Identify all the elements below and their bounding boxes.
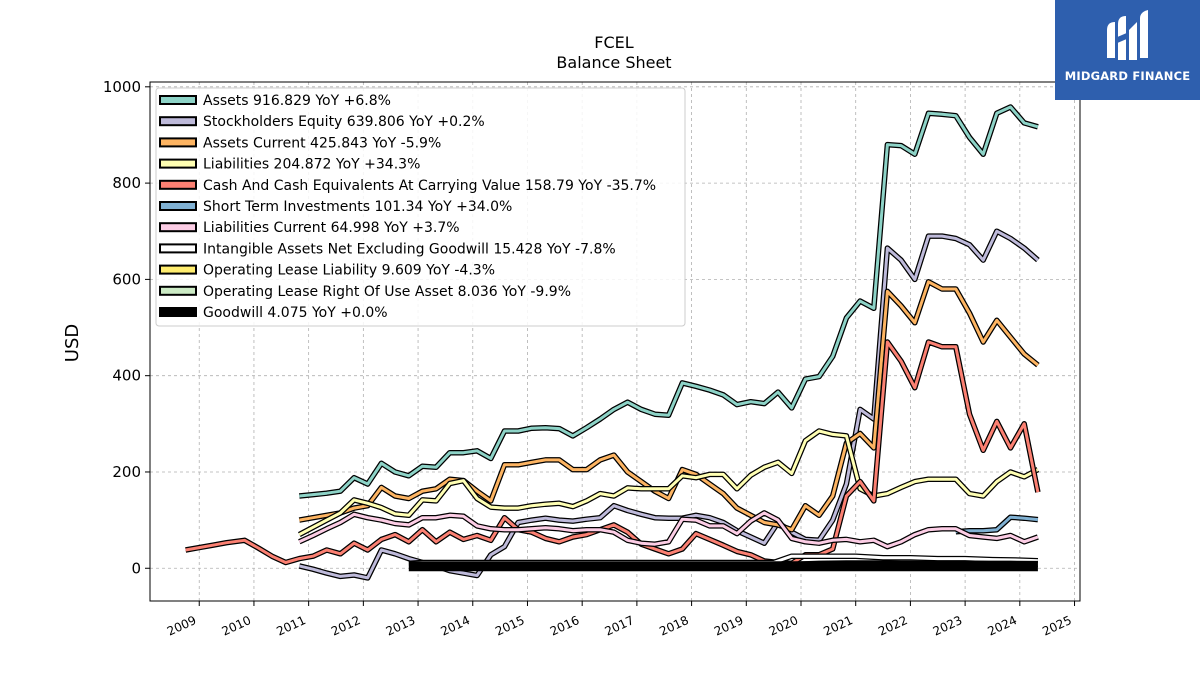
legend-item: Liabilities Current 64.998 YoY +3.7% bbox=[159, 220, 460, 236]
series-line bbox=[298, 511, 1039, 549]
legend-swatch bbox=[159, 222, 197, 233]
legend-label: Short Term Investments 101.34 YoY +34.0% bbox=[203, 199, 512, 215]
series-short-term-investments bbox=[955, 514, 1039, 535]
legend-swatch bbox=[159, 116, 197, 127]
series-assets bbox=[299, 104, 1039, 499]
series-assets-current bbox=[298, 279, 1040, 533]
chart-title: FCEL bbox=[594, 33, 633, 52]
legend-item: Goodwill 4.075 YoY +0.0% bbox=[159, 305, 388, 321]
legend-label: Operating Lease Liability 9.609 YoY -4.3… bbox=[203, 263, 495, 279]
y-tick-label: 1000 bbox=[103, 78, 141, 96]
legend-swatch bbox=[159, 243, 197, 254]
series-cash-and-cash-equivalents-at-carrying-value bbox=[185, 339, 1041, 567]
legend-swatch bbox=[159, 158, 197, 169]
x-tick-label: 2023 bbox=[931, 613, 965, 639]
legend: Assets 916.829 YoY +6.8% Stockholders Equ… bbox=[155, 87, 686, 327]
x-tick-label: 2013 bbox=[384, 613, 418, 639]
x-tick-label: 2012 bbox=[329, 613, 363, 639]
legend-item: Short Term Investments 101.34 YoY +34.0% bbox=[159, 199, 512, 215]
x-tick-label: 2022 bbox=[876, 613, 910, 639]
legend-swatch bbox=[159, 201, 197, 211]
y-axis-label: USD bbox=[62, 324, 83, 362]
x-tick-label: 2011 bbox=[274, 613, 308, 639]
legend-item: Cash And Cash Equivalents At Carrying Va… bbox=[159, 178, 656, 194]
x-tick-label: 2009 bbox=[165, 613, 199, 639]
series-line bbox=[185, 340, 1040, 565]
plot-frame bbox=[149, 81, 1081, 602]
legend-swatch bbox=[159, 307, 197, 317]
legend-item: Intangible Assets Net Excluding Goodwill… bbox=[159, 241, 616, 257]
legend-label: Cash And Cash Equivalents At Carrying Va… bbox=[203, 178, 656, 194]
brand-mark-icon bbox=[1107, 10, 1148, 60]
series-liabilities bbox=[298, 428, 1040, 538]
legend-swatch bbox=[159, 285, 197, 296]
legend-box bbox=[155, 87, 686, 327]
legend-item: Assets 916.829 YoY +6.8% bbox=[159, 93, 391, 109]
series-line bbox=[955, 515, 1039, 534]
legend-swatch bbox=[159, 264, 197, 275]
x-tick-label: 2021 bbox=[821, 613, 855, 639]
y-tick-label: 200 bbox=[112, 463, 141, 481]
y-tick-label: 600 bbox=[112, 270, 141, 288]
legend-swatch bbox=[159, 179, 197, 190]
legend-label: Stockholders Equity 639.806 YoY +0.2% bbox=[203, 114, 485, 130]
series-line bbox=[299, 105, 1039, 498]
x-tick-label: 2010 bbox=[220, 613, 254, 639]
y-tick-label: 400 bbox=[112, 367, 141, 385]
legend-label: Operating Lease Right Of Use Asset 8.036… bbox=[203, 284, 571, 300]
legend-label: Liabilities Current 64.998 YoY +3.7% bbox=[203, 220, 460, 236]
legend-item: Operating Lease Right Of Use Asset 8.036… bbox=[159, 284, 571, 300]
y-tick-label: 0 bbox=[131, 559, 141, 577]
x-tick-label: 2019 bbox=[712, 613, 746, 639]
legend-label: Assets 916.829 YoY +6.8% bbox=[203, 93, 391, 109]
legend-label: Liabilities 204.872 YoY +34.3% bbox=[203, 157, 420, 173]
x-tick-label: 2014 bbox=[438, 613, 472, 639]
x-tick-label: 2020 bbox=[767, 613, 801, 639]
legend-item: Stockholders Equity 639.806 YoY +0.2% bbox=[159, 114, 485, 130]
legend-item: Assets Current 425.843 YoY -5.9% bbox=[159, 135, 441, 151]
brand-name: MIDGARD FINANCE bbox=[1064, 69, 1191, 83]
x-tick-label: 2017 bbox=[603, 613, 637, 639]
chart-subtitle: Balance Sheet bbox=[556, 53, 671, 72]
x-tick-label: 2015 bbox=[493, 613, 527, 639]
legend-swatch bbox=[159, 95, 197, 105]
series-liabilities-current bbox=[298, 510, 1039, 550]
x-tick-label: 2024 bbox=[985, 613, 1019, 639]
legend-label: Intangible Assets Net Excluding Goodwill… bbox=[203, 241, 616, 257]
series-lines bbox=[185, 104, 1041, 581]
legend-label: Assets Current 425.843 YoY -5.9% bbox=[203, 135, 441, 151]
legend-item: Operating Lease Liability 9.609 YoY -4.3… bbox=[159, 263, 495, 279]
y-tick-label: 800 bbox=[112, 174, 141, 192]
x-tick-label: 2016 bbox=[548, 613, 582, 639]
x-tick-label: 2025 bbox=[1040, 613, 1074, 639]
series-line bbox=[299, 280, 1039, 532]
series-line bbox=[298, 429, 1039, 536]
legend-item: Liabilities 204.872 YoY +34.3% bbox=[159, 157, 420, 173]
legend-label: Goodwill 4.075 YoY +0.0% bbox=[203, 305, 388, 321]
x-tick-label: 2018 bbox=[657, 613, 691, 639]
midgard-finance-logo: MIDGARD FINANCE bbox=[1055, 0, 1200, 100]
legend-swatch bbox=[159, 137, 197, 148]
